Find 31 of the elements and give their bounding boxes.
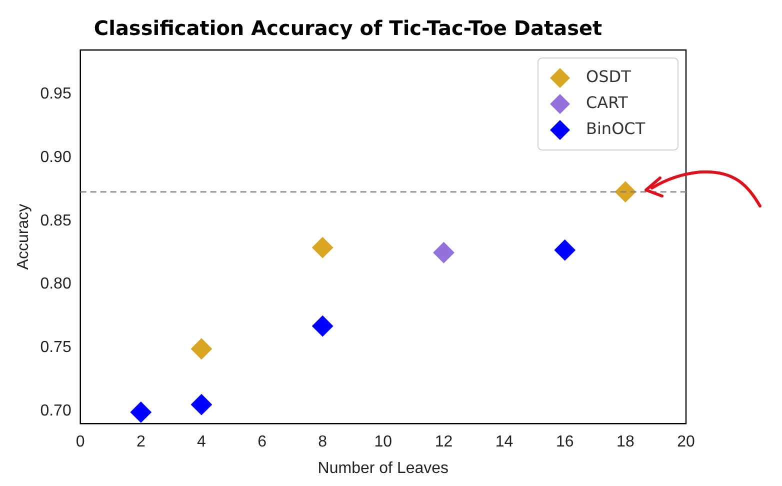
- point: [312, 237, 334, 258]
- chart-title: Classification Accuracy of Tic-Tac-Toe Dataset: [94, 16, 603, 40]
- x-tick-label: 0: [76, 434, 85, 451]
- y-tick-label: 0.90: [40, 149, 72, 166]
- x-axis-title: Number of Leaves: [318, 460, 449, 477]
- legend-label: BinOCT: [586, 119, 646, 138]
- y-axis-title: Accuracy: [15, 204, 32, 270]
- point: [130, 402, 152, 423]
- y-tick-label: 0.85: [40, 212, 72, 230]
- point: [312, 316, 334, 337]
- x-tick-label: 14: [495, 434, 514, 451]
- x-tick-label: 18: [616, 434, 634, 451]
- y-tick-label: 0.75: [40, 339, 72, 356]
- x-tick-label: 2: [136, 434, 146, 451]
- x-tick-label: 12: [434, 434, 453, 451]
- legend-label: CART: [586, 93, 628, 112]
- y-tick-label: 0.80: [40, 276, 72, 293]
- point: [614, 181, 636, 202]
- point: [190, 338, 212, 360]
- x-tick-label: 4: [197, 434, 206, 451]
- x-tick-label: 10: [374, 434, 392, 451]
- x-tick-label: 16: [556, 434, 574, 451]
- x-tick-label: 8: [318, 434, 328, 451]
- point: [554, 240, 576, 261]
- y-tick-label: 0.95: [40, 86, 72, 103]
- point: [433, 242, 454, 264]
- x-tick-label: 20: [677, 434, 695, 451]
- point: [190, 394, 212, 416]
- x-tick-label: 6: [258, 434, 267, 451]
- y-tick-label: 0.70: [40, 402, 72, 420]
- legend-label: OSDT: [586, 67, 632, 86]
